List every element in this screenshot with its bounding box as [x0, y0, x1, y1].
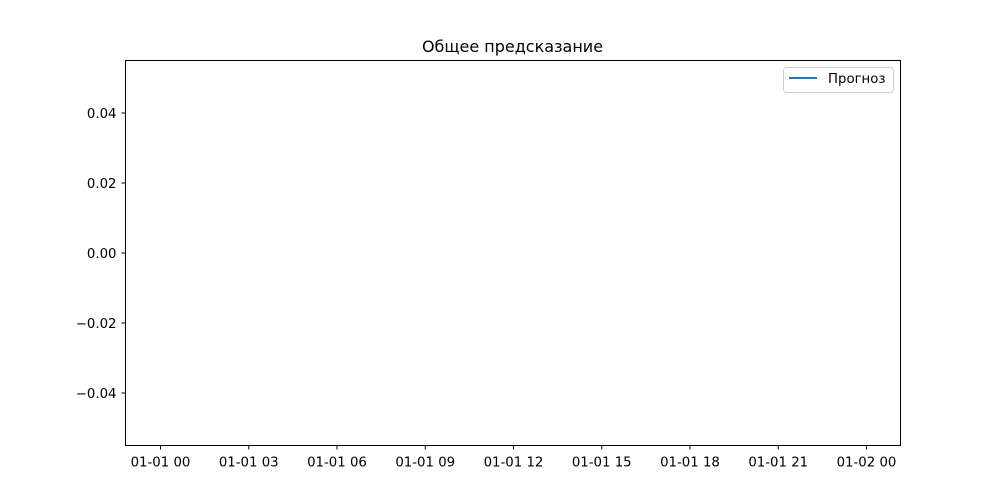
axes-frame: [125, 60, 901, 446]
x-tick-label: 01-01 12: [484, 456, 544, 471]
legend-label-forecast: Прогноз: [828, 72, 885, 87]
y-tick-label: 0.00: [87, 247, 117, 262]
y-tick-label: −0.02: [76, 317, 117, 332]
x-tick-label: 01-01 15: [572, 456, 632, 471]
x-tick-label: 01-01 03: [219, 456, 279, 471]
y-axis: 0.04 0.02 0.00 −0.02 −0.04: [76, 107, 126, 402]
legend-box: [783, 67, 894, 93]
x-axis: 01-01 00 01-01 03 01-01 06 01-01 09 01-01 12…: [131, 445, 897, 471]
x-tick-label: 01-01 18: [660, 456, 720, 471]
x-tick-label: 01-01 06: [307, 456, 367, 471]
x-tick-label: 01-01 09: [395, 456, 455, 471]
y-tick-label: −0.04: [76, 387, 117, 402]
x-tick-label: 01-01 21: [748, 456, 808, 471]
x-tick-label: 01-01 00: [131, 456, 191, 471]
chart-title: Общее предсказание: [422, 37, 603, 56]
x-tick-label: 01-02 00: [837, 456, 897, 471]
y-tick-label: 0.04: [87, 107, 117, 122]
y-tick-label: 0.02: [87, 177, 117, 192]
legend: Прогноз: [783, 67, 894, 93]
